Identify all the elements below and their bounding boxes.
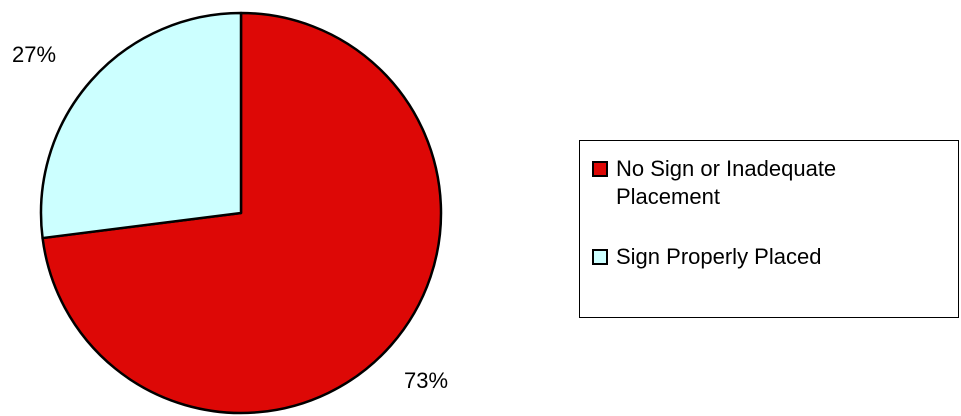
legend-label-sign-placed: Sign Properly Placed	[616, 244, 822, 269]
pie-slice-1	[39, 11, 243, 240]
slice-value-label-1: 27%	[12, 42, 56, 67]
legend-label-no-sign: No Sign or Inadequate Placement	[616, 156, 837, 209]
legend-swatch-no-sign	[592, 161, 608, 177]
legend-item-no-sign: No Sign or Inadequate Placement	[592, 155, 936, 211]
legend-swatch-sign-placed	[592, 249, 608, 265]
chart-legend: No Sign or Inadequate Placement Sign Pro…	[579, 140, 959, 318]
legend-item-sign-placed: Sign Properly Placed	[592, 243, 936, 271]
slice-value-label-0: 73%	[404, 368, 448, 393]
